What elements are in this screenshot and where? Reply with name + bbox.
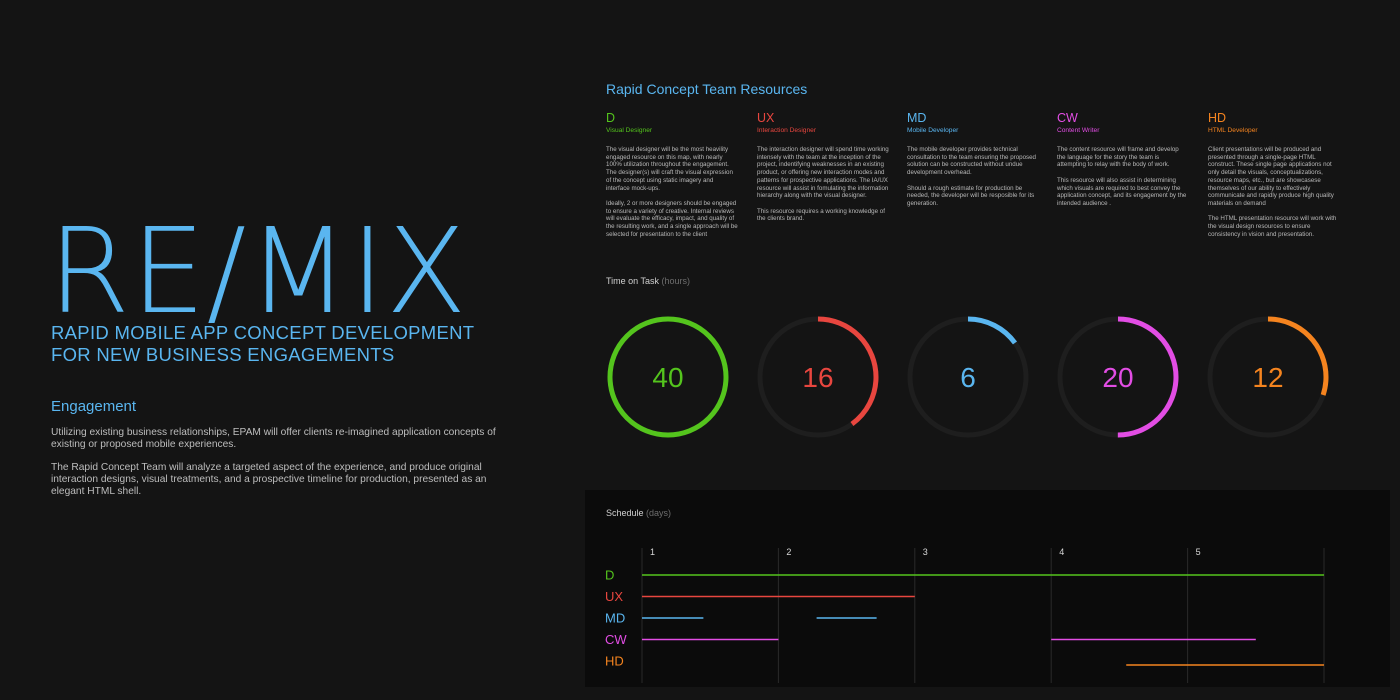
schedule-title: Schedule [606, 508, 644, 518]
gantt-tick-label: 4 [1059, 547, 1064, 557]
gantt-row-label-d: D [605, 568, 614, 583]
resource-description: Client presentations will be produced an… [1208, 146, 1340, 238]
resource-role: Visual Designer [606, 127, 653, 134]
gantt-row-label-md: MD [605, 611, 625, 626]
resource-role: Interaction Designer [757, 127, 817, 134]
gauge-value-cw: 20 [1102, 362, 1133, 393]
resource-description: The visual designer will be the most hea… [606, 146, 738, 238]
time-on-task-title: Time on Task [606, 276, 660, 286]
resource-code: UX [757, 111, 775, 125]
gantt-tick-label: 1 [650, 547, 655, 557]
resource-html-developer: HD HTML Developer Client presentations w… [1208, 111, 1340, 246]
gauge-arc-hd [1207, 316, 1329, 438]
resources-heading: Rapid Concept Team Resources [606, 81, 808, 97]
engagement-body: Utilizing existing business relationship… [51, 427, 521, 509]
engagement-paragraph: Utilizing existing business relationship… [51, 427, 496, 450]
resource-role: HTML Developer [1208, 127, 1258, 134]
gauge-arc-cw [1057, 316, 1179, 438]
gauge-arc-md [907, 316, 1029, 438]
resource-code: CW [1057, 111, 1078, 125]
logo-slash: / [206, 202, 248, 340]
resource-paragraph: This resource will also assist in determ… [1057, 176, 1187, 207]
resource-paragraph: The visual designer will be the most hea… [606, 146, 733, 192]
gauge-arc-d [607, 316, 729, 438]
gauge-value-md: 6 [960, 362, 976, 393]
remix-logo: RE/MIX [48, 212, 468, 330]
resource-content-writer: CW Content Writer The content resource w… [1057, 111, 1189, 215]
gauge-value-hd: 12 [1252, 362, 1283, 393]
schedule-gantt: 1 2 3 4 5 D UX MD CW HD [605, 547, 1325, 683]
schedule-panel: 1 2 3 4 5 D UX MD CW HD Schedule (days) [585, 490, 1390, 687]
resource-mobile-developer: MD Mobile Developer The mobile developer… [907, 111, 1039, 215]
schedule-heading: Schedule (days) [606, 508, 671, 518]
logo-re: RE [48, 202, 207, 340]
resource-role: Mobile Developer [907, 127, 959, 134]
time-on-task-unit: (hours) [661, 276, 691, 286]
schedule-unit: (days) [646, 508, 672, 518]
resource-description: The content resource will frame and deve… [1057, 146, 1189, 208]
time-on-task-heading: Time on Task (hours) [606, 276, 690, 286]
gauge-value-d: 40 [652, 362, 683, 393]
resource-role: Content Writer [1057, 127, 1100, 134]
gantt-row-label-ux: UX [605, 589, 623, 604]
resource-visual-designer: D Visual Designer The visual designer wi… [606, 111, 738, 246]
engagement-paragraph: The Rapid Concept Team will analyze a ta… [51, 462, 487, 497]
gantt-row-label-cw: CW [605, 632, 627, 647]
resource-code: MD [907, 111, 927, 125]
gantt-tick-label: 3 [923, 547, 928, 557]
gauge-value-ux: 16 [802, 362, 833, 393]
gauge-arc-ux [757, 316, 879, 438]
resource-paragraph: This resource requires a working knowled… [757, 207, 885, 223]
time-on-task-gauges: 40 16 6 20 12 [607, 316, 1329, 438]
resource-description: The mobile developer provides technical … [907, 146, 1039, 208]
gantt-tick-label: 5 [1196, 547, 1201, 557]
resource-paragraph: Ideally, 2 or more designers should be e… [606, 199, 738, 238]
engagement-heading: Engagement [51, 398, 137, 415]
resource-description: The interaction designer will spend time… [757, 146, 889, 223]
resource-paragraph: The mobile developer provides technical … [907, 146, 1036, 177]
resource-paragraph: The interaction designer will spend time… [757, 146, 889, 200]
resource-paragraph: Client presentations will be produced an… [1208, 146, 1334, 207]
tagline: RAPID MOBILE APP CONCEPT DEVELOPMENT FOR… [51, 322, 475, 365]
resource-interaction-designer: UX Interaction Designer The interaction … [757, 111, 889, 231]
resource-paragraph: The HTML presentation resource will work… [1208, 215, 1337, 238]
resource-paragraph: Should a rough estimate for production b… [907, 184, 1035, 207]
gantt-tick-label: 2 [786, 547, 791, 557]
gantt-row-label-hd: HD [605, 654, 624, 669]
logo-mix: MIX [247, 202, 468, 340]
resource-paragraph: The content resource will frame and deve… [1057, 146, 1179, 169]
resource-code: HD [1208, 111, 1227, 125]
resource-code: D [606, 111, 616, 125]
